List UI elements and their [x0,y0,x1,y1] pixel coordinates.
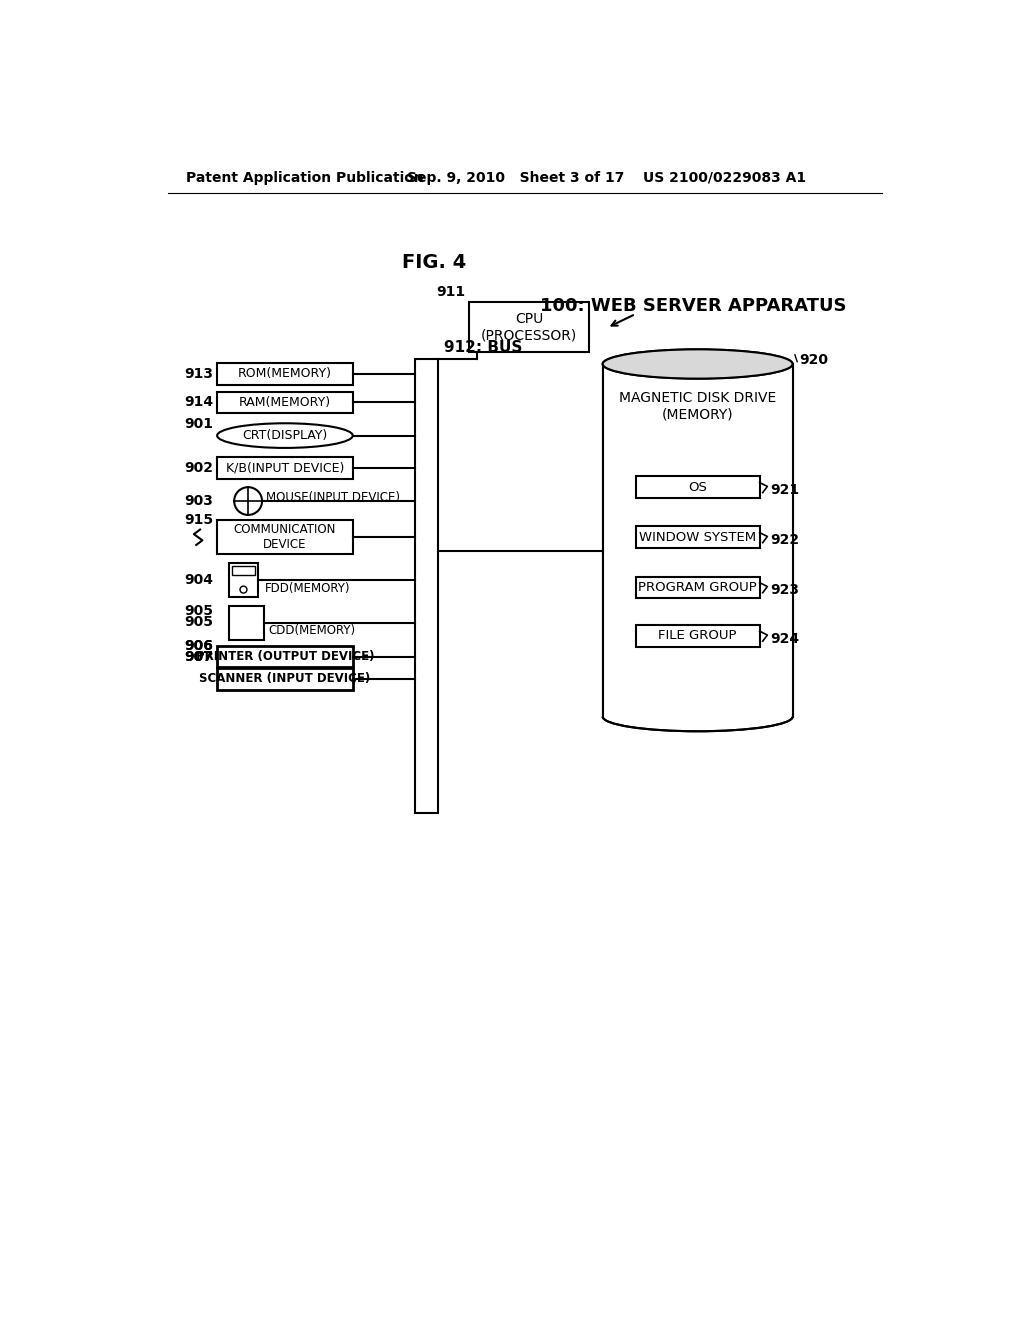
Text: SCANNER (INPUT DEVICE): SCANNER (INPUT DEVICE) [200,672,371,685]
Text: OS: OS [688,480,707,494]
Text: FIG. 4: FIG. 4 [402,253,466,272]
Text: K/B(INPUT DEVICE): K/B(INPUT DEVICE) [225,462,344,474]
Bar [217,520,352,554]
Ellipse shape [603,350,793,379]
Text: 905: 905 [184,615,213,628]
Text: CDD(MEMORY): CDD(MEMORY) [268,624,355,638]
Text: MOUSE(INPUT DEVICE): MOUSE(INPUT DEVICE) [266,491,400,504]
Bar [231,566,255,576]
Text: FDD(MEMORY): FDD(MEMORY) [264,582,350,595]
Ellipse shape [603,350,793,379]
Bar [415,359,438,813]
Text: 905: 905 [184,605,213,618]
Text: 902: 902 [184,461,213,475]
Text: 912: BUS: 912: BUS [444,341,522,355]
Text: 906: 906 [184,639,213,653]
Text: Sep. 9, 2010   Sheet 3 of 17: Sep. 9, 2010 Sheet 3 of 17 [407,170,625,185]
Text: 913: 913 [184,367,213,381]
Circle shape [240,586,247,593]
Text: 901: 901 [184,417,213,432]
Bar [636,477,760,498]
Bar [636,527,760,548]
Circle shape [234,487,262,515]
Text: WINDOW SYSTEM: WINDOW SYSTEM [639,531,756,544]
Text: PROGRAM GROUP: PROGRAM GROUP [638,581,757,594]
Text: 922: 922 [770,533,800,548]
Text: 903: 903 [184,494,213,508]
Text: 924: 924 [770,632,800,645]
Text: RAM(MEMORY): RAM(MEMORY) [239,396,331,409]
Bar [217,457,352,479]
Bar [217,668,352,689]
Text: ROM(MEMORY): ROM(MEMORY) [238,367,332,380]
Text: MAGNETIC DISK DRIVE
(MEMORY): MAGNETIC DISK DRIVE (MEMORY) [618,391,776,421]
Text: 904: 904 [184,573,213,586]
Text: US 2100/0229083 A1: US 2100/0229083 A1 [643,170,807,185]
Text: 920: 920 [799,354,827,367]
Bar [636,577,760,598]
Bar [217,392,352,413]
Bar [228,562,258,597]
Text: 921: 921 [770,483,800,498]
Text: 923: 923 [770,583,800,598]
Text: 100: WEB SERVER APPARATUS: 100: WEB SERVER APPARATUS [541,297,847,315]
Bar [603,364,793,717]
Text: Patent Application Publication: Patent Application Publication [186,170,424,185]
Text: 906: 906 [184,639,213,653]
Ellipse shape [217,424,352,447]
Text: 907: 907 [184,651,213,664]
Bar [228,606,263,640]
Bar [469,302,589,352]
Text: 914: 914 [184,396,213,409]
Text: 911: 911 [436,285,465,300]
Text: 915: 915 [184,513,213,527]
Text: CPU
(PROCESSOR): CPU (PROCESSOR) [481,313,578,342]
Bar [217,645,352,668]
Text: 907: 907 [184,649,213,664]
Bar [217,363,352,385]
Text: FILE GROUP: FILE GROUP [658,630,737,643]
Text: CRT(DISPLAY): CRT(DISPLAY) [243,429,328,442]
Text: COMMUNICATION
DEVICE: COMMUNICATION DEVICE [233,523,336,552]
Text: PRINTER (OUTPUT DEVICE): PRINTER (OUTPUT DEVICE) [196,649,374,663]
Bar [636,626,760,647]
